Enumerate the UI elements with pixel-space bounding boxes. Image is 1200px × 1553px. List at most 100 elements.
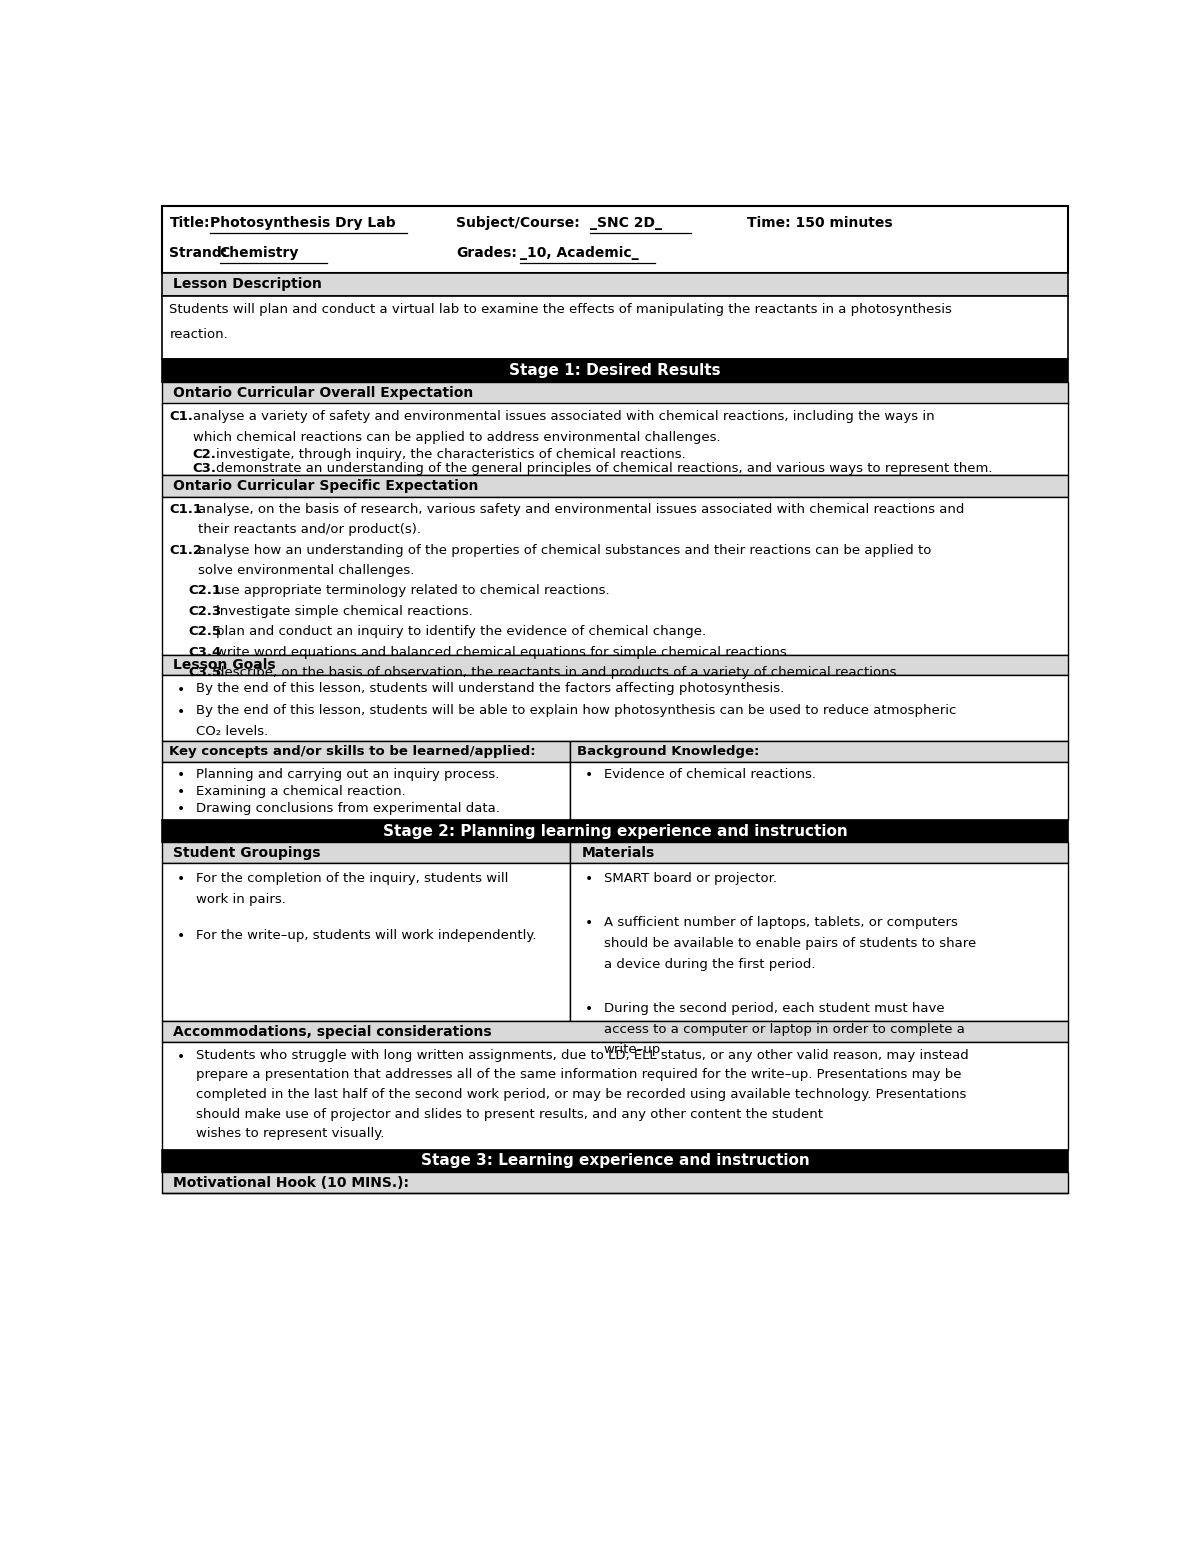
Text: which chemical reactions can be applied to address environmental challenges.: which chemical reactions can be applied … <box>193 432 720 444</box>
Bar <box>162 1042 1068 1149</box>
Text: Background Knowledge:: Background Knowledge: <box>577 744 760 758</box>
Bar <box>162 295 1068 359</box>
Text: •: • <box>586 1002 594 1016</box>
Text: SMART board or projector.: SMART board or projector. <box>604 873 776 885</box>
Text: C2.: C2. <box>193 449 216 461</box>
Text: C2.1: C2.1 <box>188 584 222 598</box>
Bar <box>162 1173 1068 1193</box>
Text: Examining a chemical reaction.: Examining a chemical reaction. <box>196 784 406 798</box>
Text: analyse how an understanding of the properties of chemical substances and their : analyse how an understanding of the prop… <box>198 544 931 556</box>
Text: write–up.: write–up. <box>604 1044 665 1056</box>
Text: For the write–up, students will work independently.: For the write–up, students will work ind… <box>196 929 536 943</box>
Text: •: • <box>178 683 185 697</box>
Bar <box>162 820 1068 842</box>
Text: work in pairs.: work in pairs. <box>196 893 286 907</box>
Text: C2.5: C2.5 <box>188 626 222 638</box>
Bar <box>162 676 1068 741</box>
Text: •: • <box>178 705 185 719</box>
Bar <box>570 842 1068 863</box>
Text: Lesson Description: Lesson Description <box>173 278 322 292</box>
Text: C1.2: C1.2 <box>169 544 203 556</box>
Bar <box>162 842 570 863</box>
Bar <box>162 863 570 1020</box>
Text: Photosynthesis Dry Lab: Photosynthesis Dry Lab <box>210 216 395 230</box>
Bar <box>162 273 1068 295</box>
Text: Subject/Course:: Subject/Course: <box>456 216 580 230</box>
Text: C1.1: C1.1 <box>169 503 203 516</box>
Text: analyse, on the basis of research, various safety and environmental issues assoc: analyse, on the basis of research, vario… <box>198 503 965 516</box>
Text: their reactants and/or product(s).: their reactants and/or product(s). <box>198 523 421 536</box>
Text: Key concepts and/or skills to be learned/applied:: Key concepts and/or skills to be learned… <box>169 744 536 758</box>
Text: C1.: C1. <box>169 410 193 422</box>
Text: should make use of projector and slides to present results, and any other conten: should make use of projector and slides … <box>196 1107 823 1121</box>
Text: A sufficient number of laptops, tablets, or computers: A sufficient number of laptops, tablets,… <box>604 916 958 929</box>
Text: By the end of this lesson, students will understand the factors affecting photos: By the end of this lesson, students will… <box>196 682 784 696</box>
Text: During the second period, each student must have: During the second period, each student m… <box>604 1002 944 1014</box>
Text: reaction.: reaction. <box>169 328 228 342</box>
Text: Student Groupings: Student Groupings <box>173 846 320 860</box>
Text: _10, Academic_: _10, Academic_ <box>520 245 638 259</box>
Text: C3.4: C3.4 <box>188 646 222 658</box>
Text: •: • <box>178 786 185 800</box>
Text: Lesson Goals: Lesson Goals <box>173 658 276 672</box>
Text: C2.3: C2.3 <box>188 604 222 618</box>
Text: Title:: Title: <box>169 216 210 230</box>
Text: Ontario Curricular Specific Expectation: Ontario Curricular Specific Expectation <box>173 478 479 492</box>
Bar <box>570 741 1068 763</box>
Text: For the completion of the inquiry, students will: For the completion of the inquiry, stude… <box>196 873 508 885</box>
Text: •: • <box>178 1050 185 1064</box>
Bar <box>162 654 1068 676</box>
Text: Chemistry: Chemistry <box>220 245 299 259</box>
Text: investigate simple chemical reactions.: investigate simple chemical reactions. <box>216 604 473 618</box>
Text: analyse a variety of safety and environmental issues associated with chemical re: analyse a variety of safety and environm… <box>193 410 935 422</box>
Text: access to a computer or laptop in order to complete a: access to a computer or laptop in order … <box>604 1022 965 1036</box>
Text: demonstrate an understanding of the general principles of chemical reactions, an: demonstrate an understanding of the gene… <box>216 463 992 475</box>
Text: Motivational Hook (10 MINS.):: Motivational Hook (10 MINS.): <box>173 1176 409 1190</box>
Text: •: • <box>178 769 185 783</box>
Text: Ontario Curricular Overall Expectation: Ontario Curricular Overall Expectation <box>173 385 474 399</box>
Text: Evidence of chemical reactions.: Evidence of chemical reactions. <box>604 767 816 781</box>
Text: Materials: Materials <box>581 846 654 860</box>
Text: describe, on the basis of observation, the reactants in and products of a variet: describe, on the basis of observation, t… <box>216 666 900 679</box>
Text: _SNC 2D_: _SNC 2D_ <box>590 216 662 230</box>
Text: Stage 1: Desired Results: Stage 1: Desired Results <box>509 363 721 377</box>
Text: Stage 3: Learning experience and instruction: Stage 3: Learning experience and instruc… <box>421 1154 809 1168</box>
Bar <box>162 497 1068 654</box>
Text: •: • <box>586 873 594 887</box>
Text: plan and conduct an inquiry to identify the evidence of chemical change.: plan and conduct an inquiry to identify … <box>216 626 706 638</box>
Bar <box>162 1149 1068 1173</box>
Text: Strand:: Strand: <box>169 245 228 259</box>
Bar <box>162 475 1068 497</box>
Text: By the end of this lesson, students will be able to explain how photosynthesis c: By the end of this lesson, students will… <box>196 704 956 717</box>
Text: •: • <box>586 916 594 930</box>
Text: •: • <box>586 769 594 783</box>
Text: Students will plan and conduct a virtual lab to examine the effects of manipulat: Students will plan and conduct a virtual… <box>169 303 953 317</box>
Bar <box>162 404 1068 475</box>
Text: investigate, through inquiry, the characteristics of chemical reactions.: investigate, through inquiry, the charac… <box>216 449 685 461</box>
Text: a device during the first period.: a device during the first period. <box>604 958 815 971</box>
Text: prepare a presentation that addresses all of the same information required for t: prepare a presentation that addresses al… <box>196 1068 961 1081</box>
Bar <box>162 763 570 820</box>
Text: should be available to enable pairs of students to share: should be available to enable pairs of s… <box>604 936 976 950</box>
Bar <box>162 382 1068 404</box>
Bar <box>162 359 1068 382</box>
Text: CO₂ levels.: CO₂ levels. <box>196 725 268 738</box>
Text: Accommodations, special considerations: Accommodations, special considerations <box>173 1025 492 1039</box>
Text: Planning and carrying out an inquiry process.: Planning and carrying out an inquiry pro… <box>196 767 499 781</box>
Text: Students who struggle with long written assignments, due to LD, ELL status, or a: Students who struggle with long written … <box>196 1048 968 1062</box>
Text: Grades:: Grades: <box>456 245 517 259</box>
Text: Stage 2: Planning learning experience and instruction: Stage 2: Planning learning experience an… <box>383 823 847 839</box>
Bar <box>570 763 1068 820</box>
Bar <box>162 205 1068 273</box>
Text: •: • <box>178 803 185 817</box>
Text: •: • <box>178 873 185 887</box>
Text: Drawing conclusions from experimental data.: Drawing conclusions from experimental da… <box>196 801 499 815</box>
Text: C3.5: C3.5 <box>188 666 222 679</box>
Text: Time: 150 minutes: Time: 150 minutes <box>746 216 893 230</box>
Bar <box>570 863 1068 1020</box>
Text: completed in the last half of the second work period, or may be recorded using a: completed in the last half of the second… <box>196 1089 966 1101</box>
Text: write word equations and balanced chemical equations for simple chemical reactio: write word equations and balanced chemic… <box>216 646 791 658</box>
Bar <box>162 1020 1068 1042</box>
Bar <box>162 741 570 763</box>
Text: C3.: C3. <box>193 463 217 475</box>
